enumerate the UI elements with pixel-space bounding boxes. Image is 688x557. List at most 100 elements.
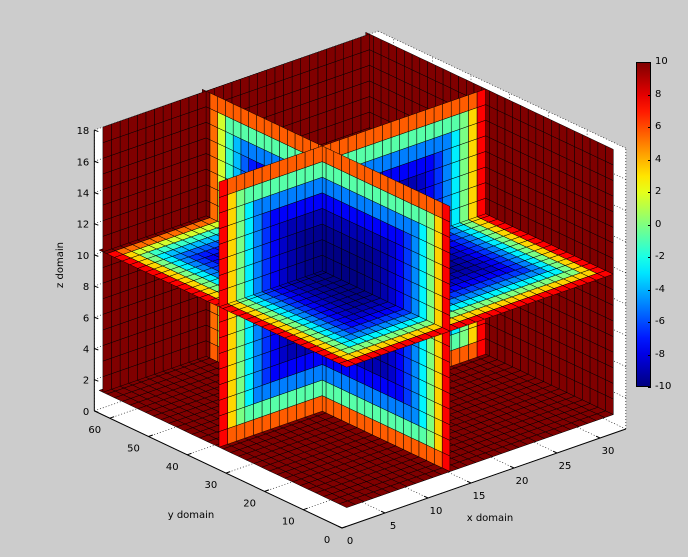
slice-x-cell [356, 162, 366, 183]
z-tick-label: 12 [77, 220, 90, 231]
slice-x-cell [410, 187, 420, 208]
colorbar-tick [648, 127, 651, 128]
slice-x-cell [364, 165, 373, 186]
slice-y-cell [442, 100, 452, 120]
wall-y-cell [352, 36, 362, 57]
z-axis-label: z domain [55, 242, 66, 288]
wall-y-cell [223, 81, 233, 102]
slice-x-cell [240, 107, 249, 128]
colorbar-tick [648, 192, 651, 193]
colorbar-tick-label: 4 [655, 153, 662, 165]
colorbar-tick-label: 2 [655, 186, 662, 197]
colorbar-tick [648, 159, 651, 161]
wall-x-cell [458, 75, 467, 96]
wall-y-cell [137, 111, 147, 132]
y-tick-label: 50 [127, 444, 140, 455]
slice-y-cell [364, 127, 375, 147]
slice-y-cell [218, 178, 228, 198]
z-tick [94, 348, 99, 351]
z-tick-label: 8 [83, 282, 89, 293]
wall-x-cell [574, 130, 583, 151]
slice-x-cell [372, 169, 381, 190]
slice-x-cell [333, 151, 342, 172]
wall-y-cell [291, 57, 301, 78]
y-tick-label: 20 [243, 498, 256, 509]
wall-x-cell [411, 53, 421, 74]
slice-y-cell [347, 133, 357, 153]
slice-x-cell [349, 158, 358, 179]
x-axis-label: x domain [467, 513, 514, 524]
wall-y-cell [360, 33, 370, 54]
x-tick-label: 15 [473, 491, 486, 502]
slice-x-cell [441, 202, 451, 223]
wall-y-cell [326, 45, 336, 66]
slice-y-cell [304, 148, 314, 168]
colorbar-tick-label: 6 [655, 121, 662, 132]
y-tick [109, 416, 115, 419]
wall-y-cell [343, 39, 353, 60]
slice-x-cell [225, 99, 234, 120]
x-tick [380, 510, 386, 514]
slice-y-cell [390, 118, 400, 138]
wall-x-cell [535, 112, 544, 133]
wall-y-cell [128, 114, 138, 135]
slice-x-cell [341, 154, 350, 175]
colorbar-tick [648, 62, 651, 63]
slice-y-cell [261, 163, 271, 183]
z-tick-label: 18 [77, 126, 90, 137]
z-tick [94, 129, 99, 133]
wall-x-cell [435, 64, 444, 85]
y-tick [148, 434, 153, 437]
slice-x-cell [426, 195, 435, 216]
slice-y-cell [382, 121, 392, 141]
y-tick [264, 489, 270, 492]
wall-x-cell [450, 72, 459, 93]
slice-x-cell [395, 180, 404, 201]
wall-x-cell [504, 97, 513, 118]
slice-y-cell [296, 151, 306, 171]
slice-y-cell [425, 106, 435, 126]
wall-x-cell [404, 50, 413, 71]
slice-x-cell [294, 132, 304, 153]
volume-slices [98, 31, 614, 508]
wall-x-cell [566, 127, 575, 148]
slice-x-cell [434, 198, 443, 219]
wall-y-cell [274, 63, 284, 84]
x-tick-label: 30 [602, 446, 615, 457]
wall-x-cell [442, 68, 452, 89]
slice-x-cell [256, 114, 265, 135]
wall-x-cell [589, 138, 599, 159]
slice-x-cell [287, 129, 296, 150]
slice-y-cell [313, 145, 323, 165]
colorbar-tick-label: 8 [655, 88, 662, 100]
z-tick-label: 10 [77, 251, 90, 262]
colorbar-tick [648, 257, 651, 258]
x-tick [423, 495, 429, 499]
slice-y-cell [373, 124, 383, 144]
x-tick [337, 525, 343, 529]
z-tick [94, 410, 99, 413]
wall-y-cell [188, 93, 198, 114]
wall-x-cell [558, 123, 568, 144]
wall-y-cell [257, 69, 267, 90]
wall-y-cell [119, 117, 129, 138]
slice-x-cell [209, 92, 218, 113]
slice-x-cell [248, 110, 257, 131]
wall-y-cell [309, 51, 319, 72]
wall-x-cell [520, 105, 529, 126]
wall-y-cell [180, 96, 190, 117]
colorbar-tick [648, 289, 651, 291]
slice-y-cell [399, 115, 409, 135]
wall-x-cell [551, 119, 560, 140]
floor-cell [338, 500, 356, 508]
y-axis-line [94, 410, 343, 529]
x-tick-label: 0 [347, 536, 353, 547]
z-tick [94, 160, 99, 164]
wall-y-cell [197, 90, 207, 111]
x-tick-label: 10 [430, 506, 443, 517]
colorbar-tick-label: -6 [655, 316, 665, 327]
x-tick [552, 450, 558, 454]
wall-y-cell [334, 42, 344, 63]
tick-labels: 0 5 10 15 20 25 30 0 10 20 30 40 50 60 0 2 4 6 8 10 12 14 16 18 [77, 126, 615, 547]
slice-y-cell [253, 166, 263, 186]
